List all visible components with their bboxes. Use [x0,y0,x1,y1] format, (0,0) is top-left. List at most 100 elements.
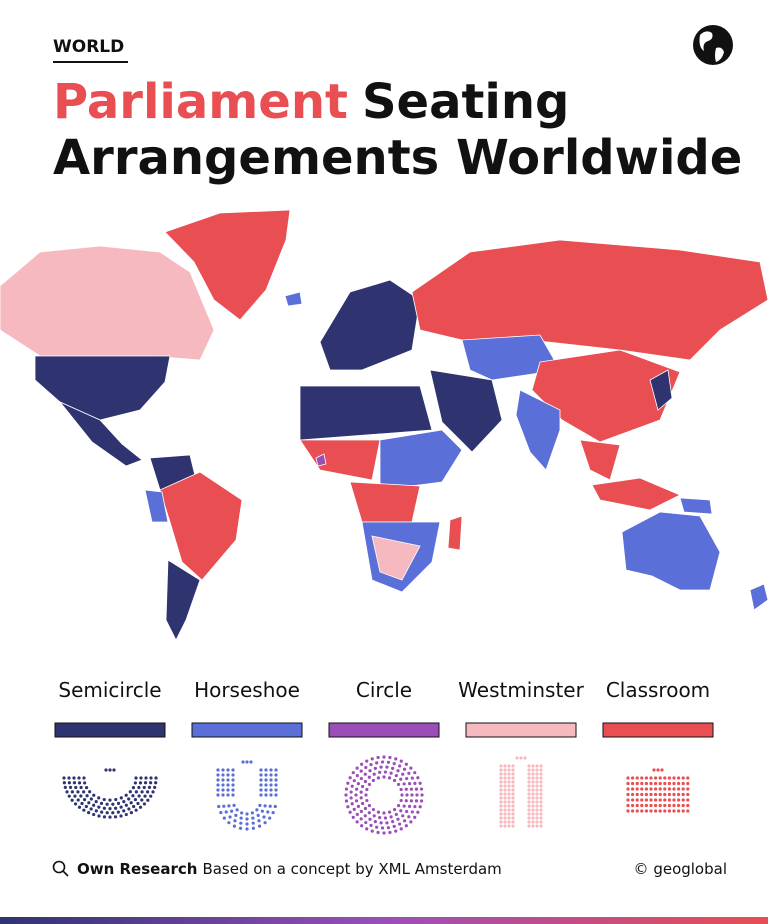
seat-dot [626,781,630,786]
seat-dot [344,799,349,803]
seat-dot [535,824,539,828]
seat-dot [263,804,267,808]
seat-dot [385,765,389,769]
seat-dot [349,790,353,794]
seat-dot [245,827,249,831]
seat-dot [499,776,503,780]
seat-dot [100,810,104,814]
seat-dot [503,812,507,816]
legend-swatch [328,722,440,738]
seat-dot [644,776,649,780]
legend-swatch [602,722,714,738]
seat-dot [626,809,630,813]
seat-dot [416,776,420,780]
seat-dot [677,798,681,802]
seat-dot [399,827,403,831]
seat-dot [539,820,543,824]
seat-dot [226,793,230,797]
seat-dot [409,820,413,824]
seat-dot [410,810,414,814]
seat-dot [539,812,543,816]
seat-dot [216,788,220,792]
seat-dot [139,776,143,780]
seat-dot [499,804,503,808]
seat-dot [523,756,527,760]
seat-dot [511,824,515,828]
seat-dot [356,782,361,786]
seat-dot [359,809,363,814]
seat-dot [379,765,383,769]
seat-dot [640,798,644,802]
seat-dot [503,792,507,796]
seat-dot [363,814,367,818]
seat-dot [681,787,685,791]
seat-dot [401,814,405,818]
seat-dot [677,809,681,813]
seat-dot [626,792,630,797]
seat-dot [268,804,272,808]
seat-dot [503,824,507,828]
seat-dot [259,768,263,772]
seat-dot [535,820,539,824]
seat-dot [227,804,231,808]
seat-dot [507,776,511,780]
seat-dot [232,803,236,807]
country [447,515,463,551]
seat-dot [104,768,108,772]
seat-dot [149,781,153,785]
seat-dot [539,788,543,792]
seat-dot [539,768,543,772]
seat-dot [151,790,155,794]
seat-dot [134,790,138,794]
country [591,477,681,511]
seat-dot [62,776,66,780]
seat-dot [264,768,268,772]
seat-dot [346,805,350,809]
seat-dot [274,773,278,777]
seat-dot [142,785,146,790]
seat-dot [409,787,413,791]
seat-dot [269,788,273,792]
seat-dot [663,776,667,780]
seat-dot [221,773,225,777]
seat-dot [131,785,136,790]
seat-dot [626,787,630,791]
seat-dot [404,824,408,828]
seat-dot [360,762,364,766]
seat-dot [124,793,128,797]
bottom-bar [0,917,768,924]
seat-dot [137,785,141,790]
seat-dot [667,781,672,786]
seat-dot [644,792,649,797]
seat-dot [70,798,74,802]
seat-dot [681,776,685,780]
seat-dot [391,820,395,824]
seat-dot [535,808,539,812]
seat-dot [73,802,78,806]
seat-dot [77,781,82,785]
seat-dot [379,821,383,825]
seat-dot [142,802,147,806]
seat-dot [681,781,685,786]
seat-dot [535,784,539,788]
seat-dot [258,803,262,807]
seat-dot [649,787,653,791]
seat-dot [231,793,235,797]
seat-dot [535,788,539,792]
seat-dot [527,808,531,812]
seat-dot [686,792,690,797]
seat-dot [507,784,511,788]
country [379,429,463,491]
seat-dot [515,756,519,760]
seat-dot [383,816,388,820]
seat-dot [531,772,535,776]
seat-dot [503,788,507,792]
seat-dot [348,776,352,780]
seat-dot [405,776,409,781]
seat-dot [363,806,367,811]
seat-dot [535,812,539,816]
country [621,511,721,591]
seat-dot [499,784,503,788]
seat-dot [360,824,364,828]
seat-dot [503,820,507,824]
